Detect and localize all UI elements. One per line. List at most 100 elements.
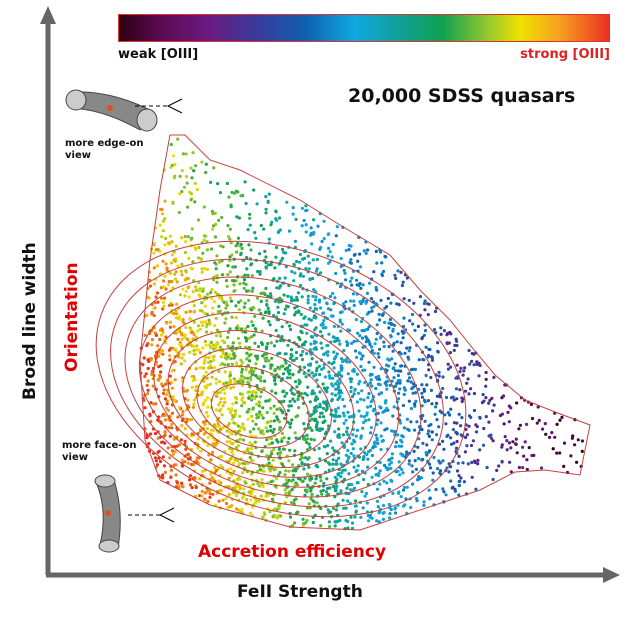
data-point — [270, 441, 274, 445]
data-point — [337, 472, 341, 476]
data-point — [270, 497, 275, 501]
data-point — [253, 440, 257, 444]
accretion-efficiency-label: Accretion efficiency — [198, 542, 387, 562]
data-point — [514, 437, 518, 441]
data-point — [350, 394, 355, 399]
data-point — [249, 415, 253, 419]
data-point — [580, 439, 585, 443]
data-point — [255, 412, 259, 416]
data-point — [248, 353, 252, 357]
data-point — [407, 372, 411, 376]
data-point — [213, 261, 217, 265]
data-point — [314, 418, 318, 422]
data-point — [158, 249, 162, 253]
data-point — [326, 508, 330, 512]
data-point — [189, 198, 193, 202]
data-point — [199, 259, 203, 263]
data-point — [338, 310, 343, 315]
data-point — [253, 231, 257, 235]
data-point — [229, 205, 233, 209]
data-point — [224, 497, 228, 501]
data-point — [310, 371, 314, 375]
data-point — [169, 142, 173, 147]
data-point — [368, 448, 373, 452]
data-point — [149, 432, 153, 436]
data-point — [303, 391, 307, 395]
data-point — [356, 464, 360, 468]
data-point — [248, 430, 252, 434]
data-point — [349, 258, 353, 262]
data-point — [522, 454, 526, 458]
data-point — [294, 380, 298, 384]
data-point — [183, 335, 187, 339]
data-point — [212, 354, 216, 358]
data-point — [430, 430, 434, 434]
data-point — [433, 309, 438, 314]
data-point — [358, 300, 362, 304]
data-point — [306, 298, 310, 302]
data-point — [362, 415, 366, 419]
data-point — [143, 374, 147, 378]
data-point — [308, 277, 312, 281]
data-point — [258, 410, 262, 414]
x-axis-arrowhead-icon — [603, 567, 620, 583]
data-point — [203, 422, 207, 427]
data-point — [145, 383, 149, 387]
data-point — [257, 427, 261, 431]
data-point — [277, 229, 281, 233]
data-point — [420, 337, 424, 341]
data-point — [207, 453, 211, 457]
data-point — [558, 418, 562, 422]
data-point — [203, 385, 207, 389]
data-point — [261, 515, 265, 519]
data-point — [362, 477, 366, 482]
data-point — [487, 420, 491, 424]
data-point — [267, 237, 271, 241]
data-point — [252, 369, 256, 373]
data-point — [161, 300, 166, 304]
data-point — [449, 365, 453, 369]
data-point — [264, 255, 268, 259]
data-point — [435, 394, 439, 398]
data-point — [340, 441, 344, 445]
data-point — [482, 426, 486, 431]
data-point — [345, 343, 349, 347]
data-point — [245, 351, 249, 355]
data-point — [161, 349, 165, 353]
data-point — [162, 388, 166, 392]
contour-line — [124, 276, 422, 498]
data-point — [423, 323, 427, 327]
data-point — [233, 379, 237, 383]
data-point — [204, 170, 208, 175]
data-point — [337, 414, 341, 418]
data-point — [223, 321, 227, 325]
data-point — [228, 373, 232, 377]
data-point — [245, 267, 249, 271]
data-point — [211, 492, 215, 496]
data-point — [425, 383, 429, 387]
data-point — [180, 169, 184, 173]
data-point — [217, 403, 221, 407]
data-point — [180, 423, 184, 427]
data-point — [321, 323, 325, 327]
data-point — [378, 482, 382, 486]
data-point — [399, 364, 403, 368]
data-point — [376, 505, 380, 509]
data-point — [250, 393, 254, 398]
data-point — [374, 249, 378, 253]
data-point — [333, 489, 338, 493]
data-point — [426, 355, 430, 359]
data-point — [273, 467, 277, 471]
data-point — [192, 463, 196, 467]
data-point — [315, 366, 319, 371]
data-point — [302, 467, 306, 471]
data-point — [173, 174, 177, 178]
data-point — [386, 296, 390, 301]
data-point — [387, 364, 391, 368]
data-point — [385, 305, 389, 309]
data-point — [399, 352, 403, 356]
data-point — [383, 320, 387, 324]
data-point — [428, 466, 433, 470]
data-point — [326, 254, 330, 258]
data-point — [500, 443, 504, 447]
